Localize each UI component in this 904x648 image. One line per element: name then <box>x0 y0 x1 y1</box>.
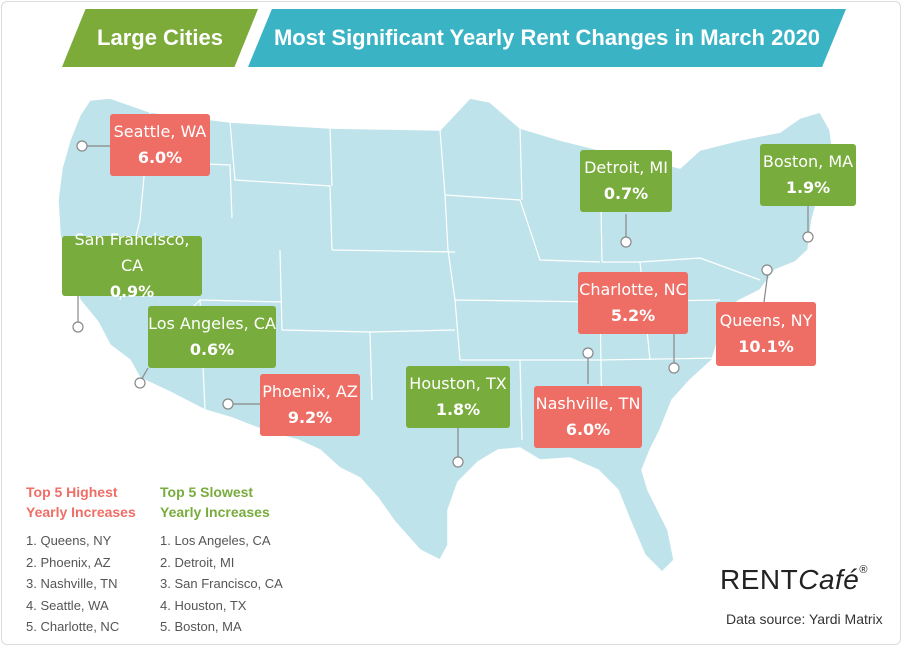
city-label-nashville: Nashville, TN 6.0% <box>534 386 642 448</box>
rentcafe-logo: RENTCafé® <box>720 564 868 596</box>
city-value: 1.8% <box>435 400 481 419</box>
us-map-outline <box>57 97 835 574</box>
city-name: San Francisco, CA <box>74 230 190 275</box>
highest-title-line1: Top 5 Highest <box>26 484 118 500</box>
city-name: Boston, MA <box>762 152 854 171</box>
san-francisco-marker <box>72 321 84 333</box>
city-name: Queens, NY <box>719 311 813 330</box>
city-label-detroit: Detroit, MI 0.7% <box>580 150 672 212</box>
city-name: Seattle, WA <box>113 122 207 141</box>
houston-marker <box>452 456 464 468</box>
city-value: 10.1% <box>738 337 794 356</box>
list-item: 1. Queens, NY <box>26 533 112 548</box>
city-name: Phoenix, AZ <box>262 382 358 401</box>
list-item: 1. Los Angeles, CA <box>160 533 271 548</box>
city-name: Nashville, TN <box>535 394 641 413</box>
queens-marker <box>761 264 773 276</box>
list-item: 2. Phoenix, AZ <box>26 554 111 570</box>
slowest-list-title: Top 5 Slowest Yearly Increases <box>160 482 283 522</box>
charlotte-marker <box>668 362 680 374</box>
city-name: Los Angeles, CA <box>148 314 276 333</box>
los-angeles-marker <box>134 377 146 389</box>
list-item: 4. Houston, TX <box>160 597 247 613</box>
list-item: 2. Detroit, MI <box>160 554 235 570</box>
city-label-houston: Houston, TX 1.8% <box>406 366 510 428</box>
city-label-queens: Queens, NY 10.1% <box>716 302 816 366</box>
city-name: Charlotte, NC <box>579 280 687 299</box>
slowest-increases-list: Top 5 Slowest Yearly Increases 1. Los An… <box>160 482 283 638</box>
category-tab: Large Cities <box>62 9 258 67</box>
city-value: 6.0% <box>565 420 611 439</box>
city-value: 0.7% <box>603 184 649 203</box>
slowest-title-line2: Yearly Increases <box>160 504 270 520</box>
city-value: 1.9% <box>785 178 831 197</box>
city-value: 0.9% <box>109 282 155 301</box>
page-title: Most Significant Yearly Rent Changes in … <box>248 9 846 67</box>
list-item: 5. Charlotte, NC <box>26 619 120 634</box>
data-source: Data source: Yardi Matrix <box>726 611 883 627</box>
highest-increases-list: Top 5 Highest Yearly Increases 1. Queens… <box>26 482 136 638</box>
city-value: 0.6% <box>189 340 235 359</box>
city-label-seattle: Seattle, WA 6.0% <box>110 114 210 176</box>
list-item: 4. Seattle, WA <box>26 597 109 613</box>
highest-list-title: Top 5 Highest Yearly Increases <box>26 482 136 522</box>
list-item: 3. Nashville, TN <box>26 576 118 591</box>
logo-part1: RENT <box>720 564 799 595</box>
list-item: 5. Boston, MA <box>160 619 242 634</box>
state-borders <box>109 111 761 441</box>
city-value: 9.2% <box>287 408 333 427</box>
city-label-charlotte: Charlotte, NC 5.2% <box>578 272 688 334</box>
nashville-marker <box>582 347 594 359</box>
highest-title-line2: Yearly Increases <box>26 504 136 520</box>
registered-mark: ® <box>859 564 868 576</box>
slowest-title-line1: Top 5 Slowest <box>160 484 254 500</box>
phoenix-marker <box>222 398 234 410</box>
city-value: 6.0% <box>137 148 183 167</box>
city-name: Detroit, MI <box>584 158 668 177</box>
city-label-los-angeles: Los Angeles, CA 0.6% <box>148 306 276 368</box>
city-label-san-francisco: San Francisco, CA 0.9% <box>62 230 202 301</box>
city-name: Houston, TX <box>409 374 507 393</box>
logo-part2: Café <box>798 564 860 595</box>
detroit-marker <box>620 236 632 248</box>
city-label-phoenix: Phoenix, AZ 9.2% <box>260 374 360 436</box>
city-value: 5.2% <box>610 306 656 325</box>
city-label-boston: Boston, MA 1.9% <box>760 144 856 206</box>
seattle-marker <box>76 140 88 152</box>
boston-marker <box>802 231 814 243</box>
list-item: 3. San Francisco, CA <box>160 576 283 591</box>
